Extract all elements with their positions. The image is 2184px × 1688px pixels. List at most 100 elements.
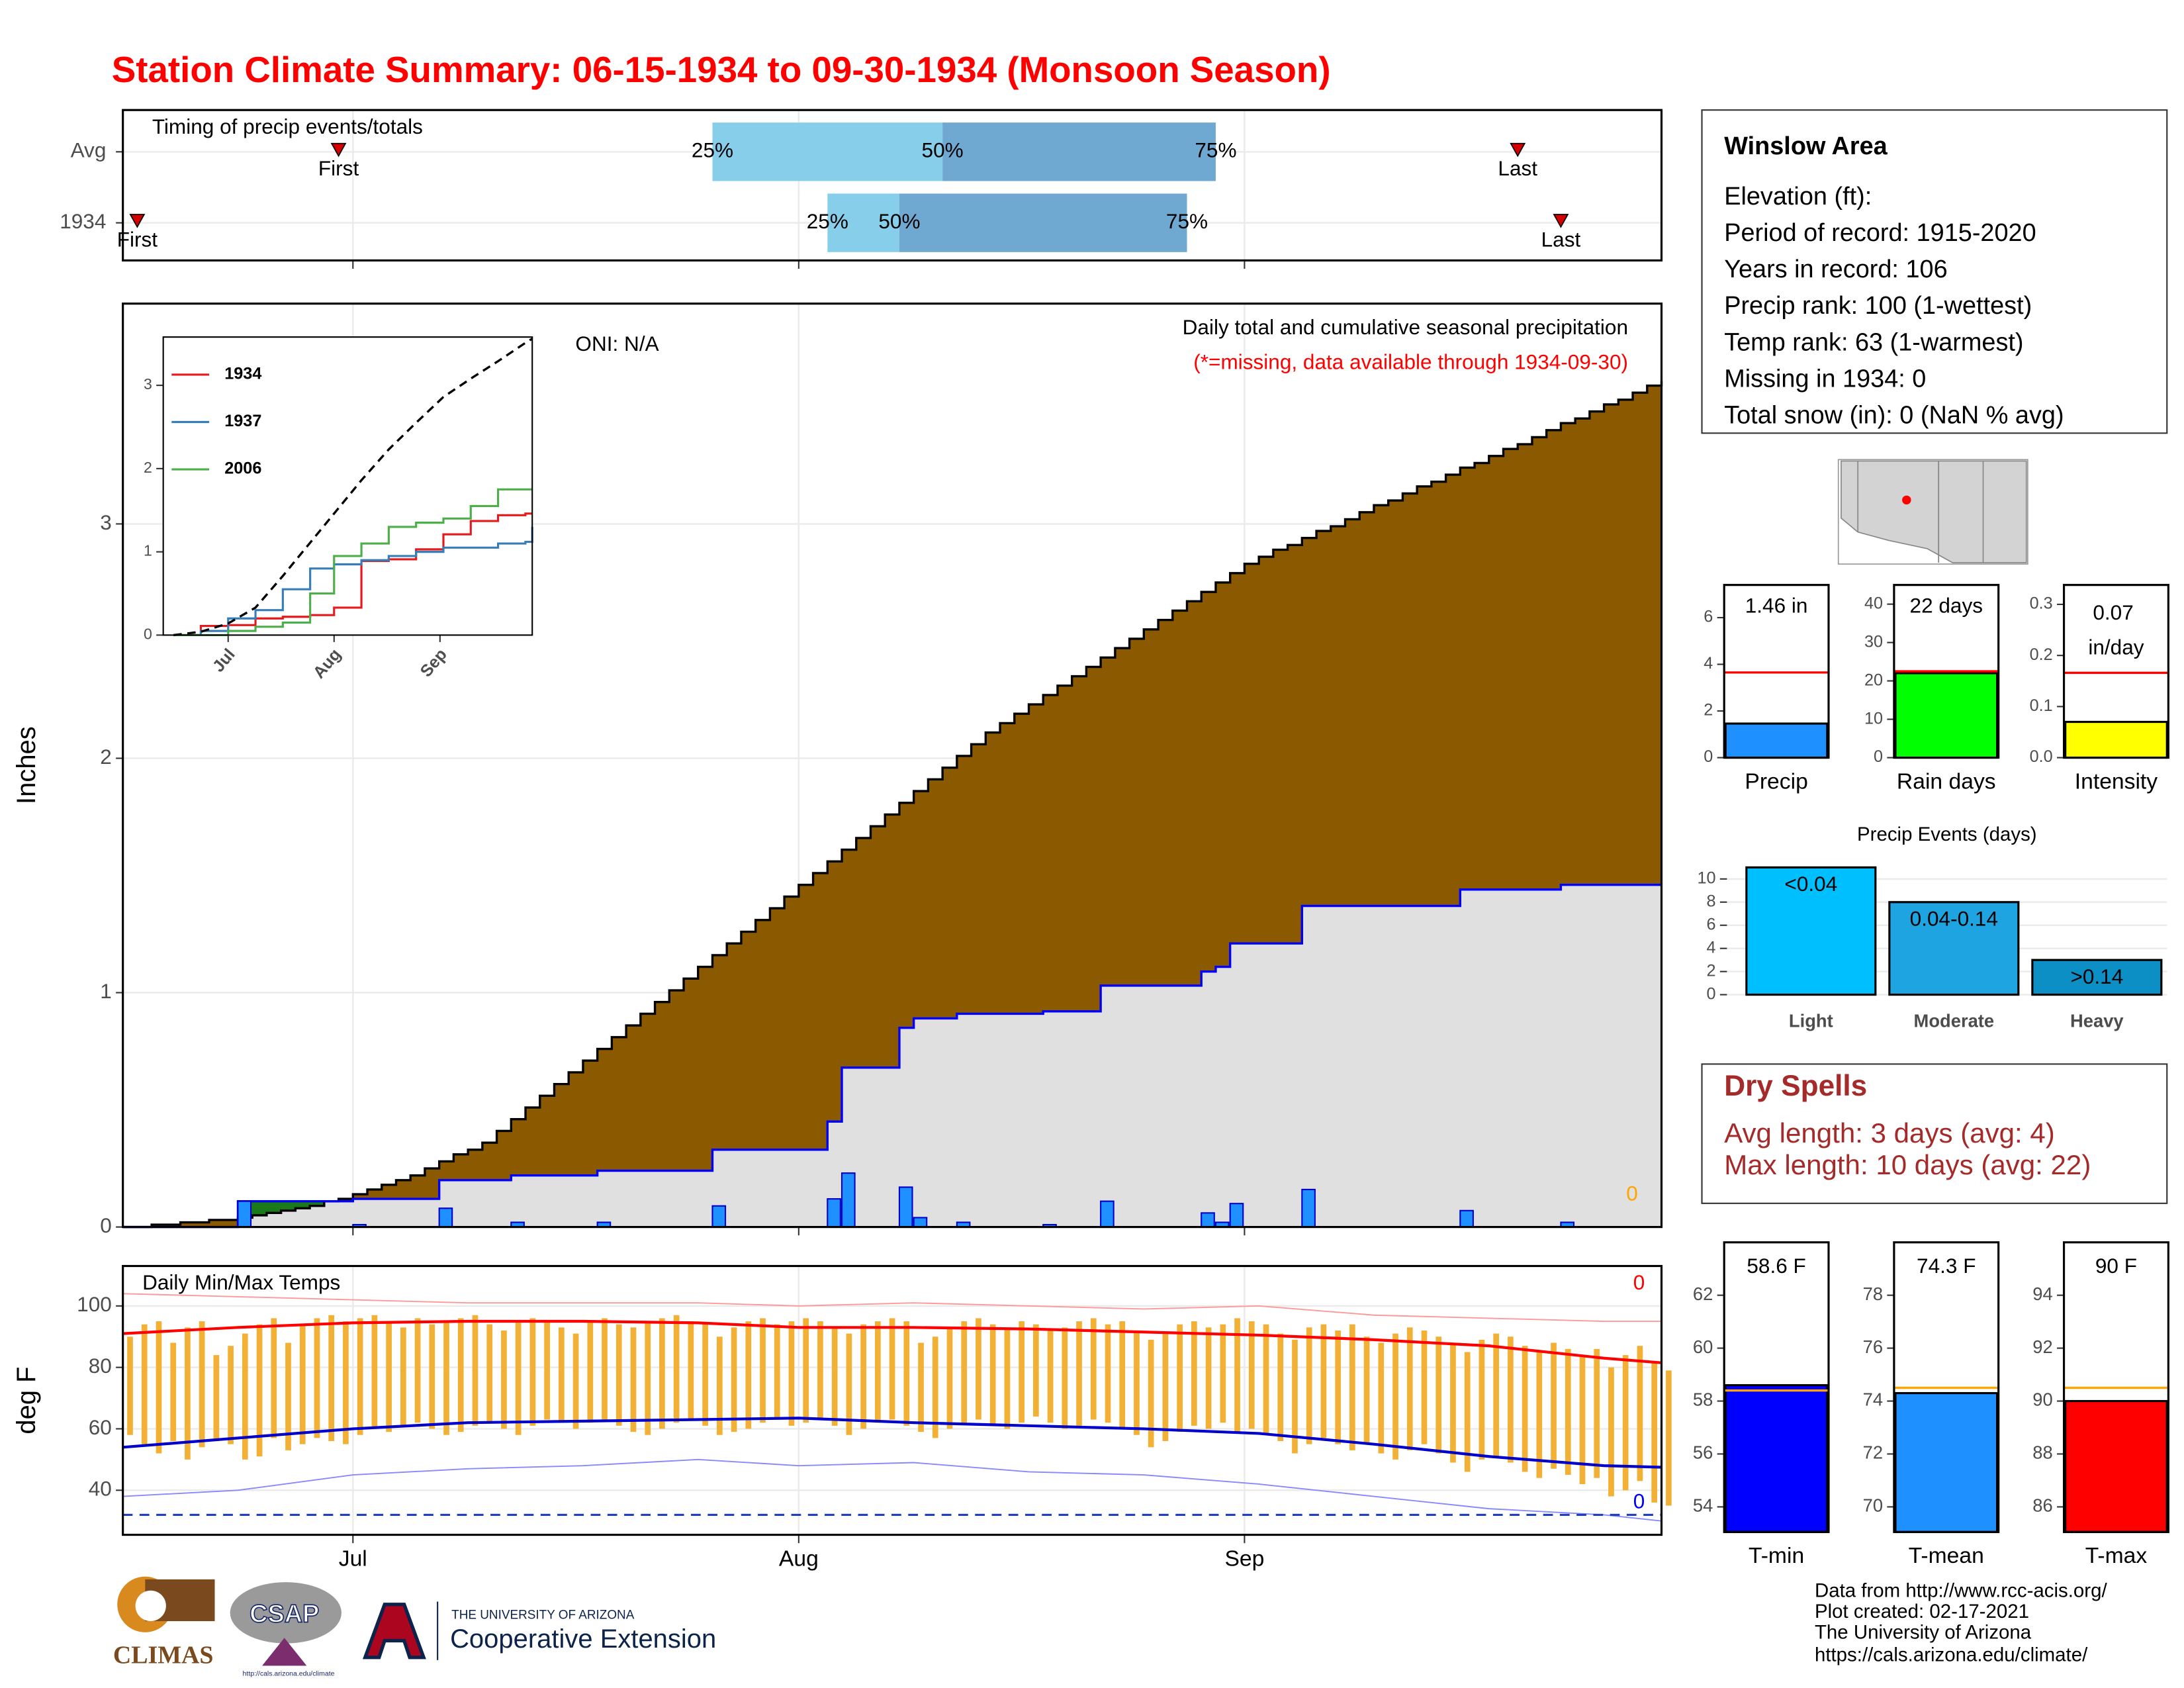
bin-label: 0.04-0.14 — [1910, 906, 1998, 930]
daily-temp-bar — [242, 1333, 248, 1460]
y-tick-label: 30 — [1864, 632, 1883, 651]
y-tick-label: 3 — [144, 375, 152, 393]
series-line — [173, 526, 533, 636]
daily-precip-bar — [913, 1217, 928, 1228]
temp-line — [122, 1417, 1662, 1469]
daily-temp-bar — [213, 1355, 220, 1442]
daily-temp-bar — [846, 1333, 852, 1435]
value-label: 74.3 F — [1917, 1254, 1976, 1278]
daily-temp-bar — [1392, 1333, 1398, 1460]
y-tick-label: 0.2 — [2030, 645, 2053, 664]
daily-temp-bar — [817, 1321, 823, 1420]
daily-temp-bar — [903, 1321, 910, 1426]
daily-temp-bar — [1435, 1336, 1442, 1454]
y-tick-label: 6 — [1704, 608, 1713, 626]
y-tick-label: 0.3 — [2030, 594, 2053, 613]
daily-temp-bar — [1191, 1321, 1197, 1426]
daily-temp-bar — [1608, 1367, 1614, 1497]
panel-border — [2062, 1241, 2169, 1533]
value-label: 1.46 in — [1745, 594, 1808, 618]
info-title: Dry Spells — [1724, 1070, 1867, 1102]
panel-border — [2062, 584, 2169, 759]
daily-temp-bar — [1062, 1327, 1068, 1429]
daily-precip-bar — [1301, 1188, 1316, 1228]
daily-temp-bar — [774, 1324, 780, 1420]
info-title: Winslow Area — [1724, 132, 1888, 160]
daily-temp-bar — [788, 1321, 795, 1426]
y-tick-label: 0 — [1707, 984, 1716, 1003]
y-tick-label: 10 — [1697, 868, 1715, 887]
daily-temp-bar — [1579, 1355, 1586, 1484]
hot-count: 0 — [1633, 1270, 1645, 1294]
quartile-bar — [712, 122, 943, 181]
daily-temp-bar — [156, 1321, 162, 1454]
y-tick-label: 92 — [2032, 1336, 2052, 1357]
daily-temp-bar — [472, 1315, 478, 1426]
map-region — [1841, 460, 2027, 563]
logo-text: Cooperative Extension — [450, 1624, 716, 1654]
bar — [1894, 672, 1999, 759]
daily-temp-bar — [185, 1327, 191, 1460]
series-line — [173, 512, 533, 636]
logo-shape — [262, 1638, 307, 1666]
info-line: Total snow (in): 0 (NaN % avg) — [1724, 402, 2064, 430]
y-tick-label: 0 — [144, 626, 152, 643]
bar — [2031, 959, 2163, 996]
y-axis-title: Inches — [12, 726, 41, 804]
x-tick-label: Heavy — [2070, 1011, 2124, 1031]
y-tick-label: 0 — [1704, 747, 1713, 766]
panel-border — [122, 1264, 1663, 1536]
daily-temp-bar — [400, 1327, 406, 1426]
daily-temp-bar — [688, 1321, 694, 1420]
daily-temp-bar — [1666, 1370, 1672, 1506]
info-box — [1701, 1063, 2168, 1204]
y-tick-label: 88 — [2032, 1442, 2052, 1463]
bar — [2064, 720, 2168, 759]
y-tick-label: 62 — [1693, 1284, 1713, 1304]
daily-temp-bar — [1565, 1348, 1571, 1476]
panel-title: Daily Min/Max Temps — [142, 1270, 340, 1294]
daily-temp-bar — [228, 1346, 234, 1444]
daily-temp-bar — [1349, 1324, 1355, 1450]
panel-border — [1723, 584, 1830, 759]
daily-temp-bar — [271, 1318, 277, 1438]
daily-temp-bar — [1076, 1321, 1082, 1426]
daily-temp-bar — [1522, 1346, 1528, 1472]
y-tick-label: 6 — [1707, 915, 1716, 933]
missing-count: 0 — [1626, 1182, 1638, 1205]
x-axis-label: Intensity — [2075, 769, 2158, 794]
quartile-bar — [827, 193, 899, 252]
y-tick-label: 60 — [1693, 1336, 1713, 1357]
daily-precip-bar — [841, 1172, 856, 1228]
event-marker — [1553, 214, 1569, 228]
daily-precip-bar — [711, 1205, 727, 1228]
daily-temp-bar — [1277, 1333, 1284, 1442]
y-tick-label: 100 — [77, 1292, 112, 1316]
page-title: Station Climate Summary: 06-15-1934 to 0… — [112, 49, 1331, 90]
temp-line — [122, 1293, 1662, 1322]
bar — [1724, 722, 1829, 759]
daily-temp-bar — [717, 1336, 723, 1435]
daily-temp-bar — [357, 1318, 363, 1435]
y-tick-label: 0.0 — [2030, 747, 2053, 766]
daily-temp-bar — [558, 1327, 565, 1423]
daily-temp-bar — [602, 1318, 608, 1420]
info-line: Precip rank: 100 (1-wettest) — [1724, 292, 2032, 320]
y-tick-label: 56 — [1693, 1442, 1713, 1463]
bin-label: >0.14 — [2070, 964, 2123, 988]
quartile-label: 25% — [692, 138, 733, 162]
y-tick-label: 0.1 — [2030, 696, 2053, 715]
daily-temp-bar — [1019, 1321, 1024, 1423]
daily-temp-bar — [731, 1327, 737, 1432]
daily-temp-bar — [1033, 1324, 1039, 1417]
daily-temp-bar — [1450, 1342, 1456, 1463]
event-label: First — [318, 156, 359, 180]
daily-precip-bar — [438, 1207, 453, 1228]
value-label: 58.6 F — [1747, 1254, 1805, 1278]
info-line: Period of record: 1915-2020 — [1724, 219, 2036, 247]
y-tick-label: 2 — [144, 459, 152, 476]
daily-temp-bar — [285, 1342, 291, 1450]
info-line: Years in record: 106 — [1724, 256, 1947, 283]
daily-temp-bar — [1148, 1339, 1154, 1448]
daily-precip-bar — [1229, 1203, 1244, 1228]
